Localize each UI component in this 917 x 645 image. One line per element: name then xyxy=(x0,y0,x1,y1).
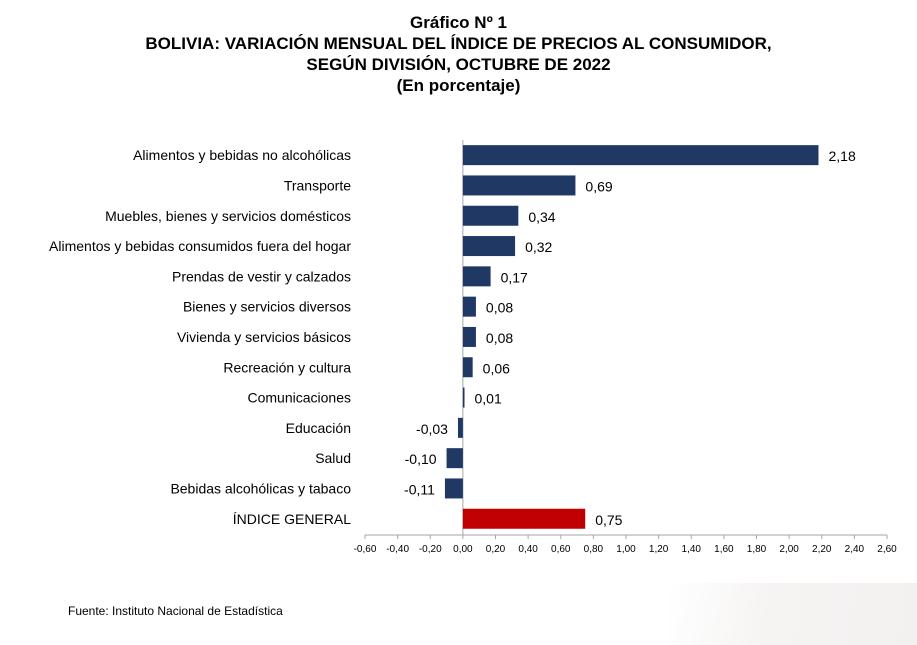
bar xyxy=(462,145,819,166)
x-tick-label: -0,60 xyxy=(354,544,377,555)
x-tick-label: 0,80 xyxy=(584,544,604,555)
x-tick-label: 2,40 xyxy=(845,544,865,555)
x-tick-label: 1,40 xyxy=(682,544,702,555)
data-label: 0,75 xyxy=(595,512,622,528)
data-label: 0,06 xyxy=(483,360,510,376)
category-label: Comunicaciones xyxy=(248,390,352,406)
x-tick-label: -0,40 xyxy=(386,544,409,555)
bar xyxy=(462,296,476,317)
bar xyxy=(446,448,463,469)
category-label: Salud xyxy=(315,450,351,466)
chart-subtitle: (En porcentaje) xyxy=(396,76,521,95)
category-label: Alimentos y bebidas consumidos fuera del… xyxy=(49,238,351,254)
bar xyxy=(457,417,463,438)
bar xyxy=(462,326,476,347)
bar xyxy=(462,205,519,226)
category-label: ÍNDICE GENERAL xyxy=(233,511,351,527)
x-tick-label: 0,20 xyxy=(486,544,506,555)
data-label: 0,08 xyxy=(486,330,513,346)
x-tick-label: 0,00 xyxy=(453,544,473,555)
data-label: 0,17 xyxy=(501,269,528,285)
data-label: 0,01 xyxy=(475,391,502,407)
x-tick-label: 2,00 xyxy=(779,544,799,555)
bar xyxy=(462,357,473,378)
bar xyxy=(444,478,463,499)
chart-title-line-1: BOLIVIA: VARIACIÓN MENSUAL DEL ÍNDICE DE… xyxy=(145,34,772,53)
x-tick-label: 2,20 xyxy=(812,544,832,555)
x-tick-label: 1,60 xyxy=(714,544,734,555)
category-label: Transporte xyxy=(284,177,351,193)
bar xyxy=(462,236,516,257)
data-label: 2,18 xyxy=(828,148,855,164)
x-tick-label: 0,60 xyxy=(551,544,571,555)
category-label: Recreación y cultura xyxy=(223,359,351,375)
data-label: 0,32 xyxy=(525,239,552,255)
category-label: Alimentos y bebidas no alcohólicas xyxy=(133,147,351,163)
corner-shade xyxy=(668,583,917,645)
data-label: 0,08 xyxy=(486,300,513,316)
x-tick-label: 0,40 xyxy=(518,544,538,555)
data-label: -0,03 xyxy=(416,421,448,437)
data-label: -0,11 xyxy=(404,481,435,497)
category-label: Muebles, bienes y servicios domésticos xyxy=(105,208,351,224)
source-note: Fuente: Instituto Nacional de Estadístic… xyxy=(68,604,283,618)
chart-title-block: Gráfico Nº 1 BOLIVIA: VARIACIÓN MENSUAL … xyxy=(0,12,917,96)
category-label: Bebidas alcohólicas y tabaco xyxy=(170,480,351,496)
bar xyxy=(462,266,491,287)
x-tick-label: 1,80 xyxy=(747,544,767,555)
category-label: Educación xyxy=(286,420,351,436)
x-tick-label: 1,00 xyxy=(616,544,636,555)
category-label: Bienes y servicios diversos xyxy=(183,299,351,315)
x-tick-label: 2,60 xyxy=(877,544,897,555)
x-tick-label: -0,20 xyxy=(419,544,442,555)
category-label: Prendas de vestir y calzados xyxy=(172,268,351,284)
bar xyxy=(462,387,465,408)
chart-number: Gráfico Nº 1 xyxy=(410,13,507,32)
bar xyxy=(462,508,586,529)
bar xyxy=(462,175,576,196)
chart-title-line-2: SEGÚN DIVISIÓN, OCTUBRE DE 2022 xyxy=(306,55,611,74)
category-label: Vivienda y servicios básicos xyxy=(177,329,351,345)
data-label: 0,34 xyxy=(528,209,555,225)
data-label: -0,10 xyxy=(405,451,437,467)
x-tick-label: 1,20 xyxy=(649,544,669,555)
data-label: 0,69 xyxy=(585,178,612,194)
